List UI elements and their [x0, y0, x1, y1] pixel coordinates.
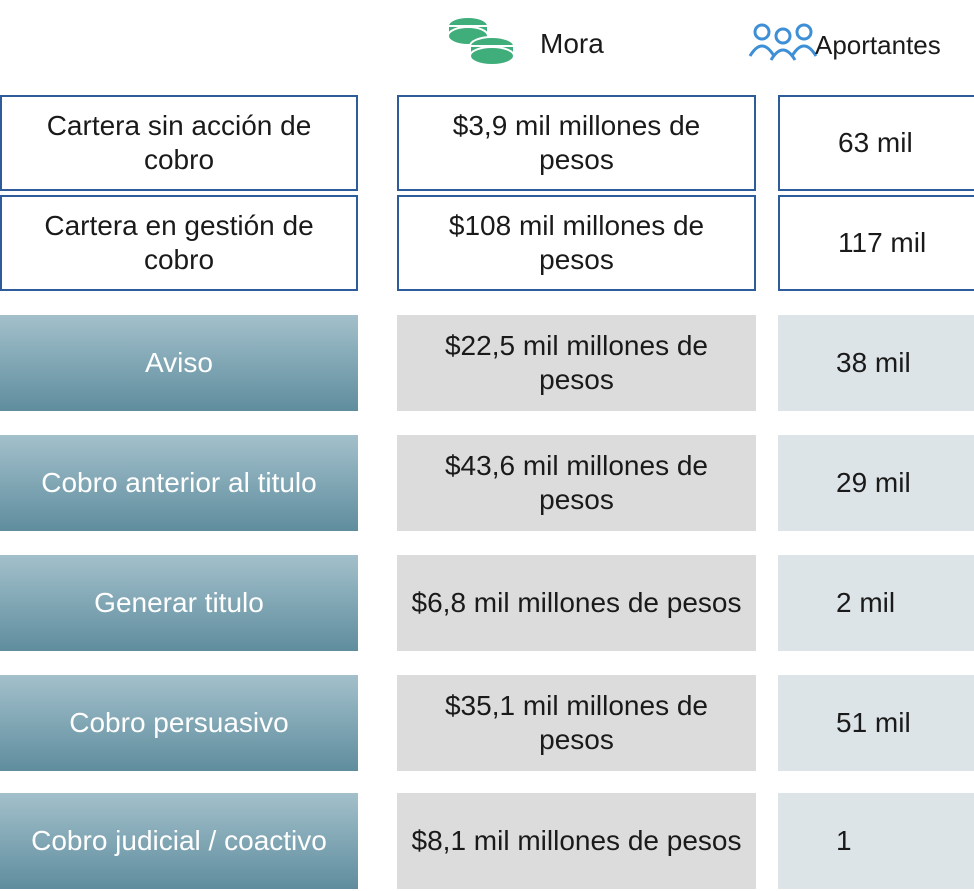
aportantes-value: 117 mil	[778, 195, 974, 291]
mora-header: Mora	[540, 28, 604, 59]
mora-value: $108 mil millones de pesos	[397, 195, 756, 291]
stage-label: Cobro persuasivo	[0, 675, 358, 771]
mora-value: $3,9 mil millones de pesos	[397, 95, 756, 191]
mora-value: $35,1 mil millones de pesos	[397, 675, 756, 771]
stage-label: Cobro anterior al titulo	[0, 435, 358, 531]
coins-icon	[447, 16, 515, 66]
stage-label: Aviso	[0, 315, 358, 411]
aportantes-header: Aportantes	[815, 30, 941, 60]
stage-label: Cartera en gestión de cobro	[0, 195, 358, 291]
stage-label: Cartera sin acción de cobro	[0, 95, 358, 191]
aportantes-value: 51 mil	[778, 675, 974, 771]
mora-value: $6,8 mil millones de pesos	[397, 555, 756, 651]
mora-value: $8,1 mil millones de pesos	[397, 793, 756, 889]
people-icon	[748, 23, 818, 61]
stage-label: Cobro judicial / coactivo	[0, 793, 358, 889]
stage-label: Generar titulo	[0, 555, 358, 651]
aportantes-value: 1	[778, 793, 974, 889]
mora-value: $22,5 mil millones de pesos	[397, 315, 756, 411]
aportantes-value: 38 mil	[778, 315, 974, 411]
aportantes-value: 29 mil	[778, 435, 974, 531]
aportantes-value: 63 mil	[778, 95, 974, 191]
mora-value: $43,6 mil millones de pesos	[397, 435, 756, 531]
aportantes-value: 2 mil	[778, 555, 974, 651]
